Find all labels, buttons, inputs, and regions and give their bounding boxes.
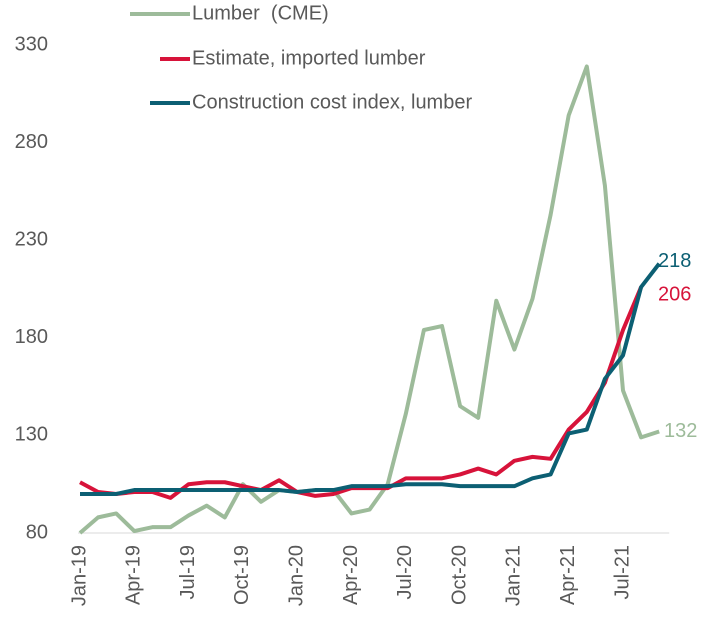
x-tick-label: Oct-20 (448, 545, 470, 605)
end-label: 218 (658, 250, 691, 272)
y-tick-label: 130 (15, 424, 48, 446)
y-tick-label: 280 (15, 131, 48, 153)
x-tick-label: Apr-21 (557, 545, 579, 605)
series-line (80, 262, 661, 496)
y-tick-label: 80 (26, 521, 48, 543)
end-label: 206 (658, 283, 691, 305)
x-tick-label: Jan-20 (285, 545, 307, 606)
y-tick-label: 180 (15, 326, 48, 348)
series-line (79, 286, 643, 500)
y-tick-label: 230 (15, 228, 48, 250)
x-tick-label: Apr-19 (123, 545, 145, 605)
x-tick-label: Jan-21 (503, 545, 525, 606)
x-tick-label: Jul-21 (611, 545, 633, 599)
legend-label: Lumber (CME) (192, 2, 329, 24)
x-tick-label: Jul-19 (177, 545, 199, 599)
x-tick-label: Oct-19 (231, 545, 253, 605)
legend-label: Construction cost index, lumber (192, 91, 472, 113)
series-line (78, 64, 660, 535)
legend-label: Estimate, imported lumber (192, 47, 426, 69)
x-tick-label: Jan-19 (68, 545, 90, 606)
x-tick-label: Apr-20 (340, 545, 362, 605)
y-tick-label: 330 (15, 33, 48, 55)
x-tick-label: Jul-20 (394, 545, 416, 599)
end-label: 132 (664, 420, 697, 442)
